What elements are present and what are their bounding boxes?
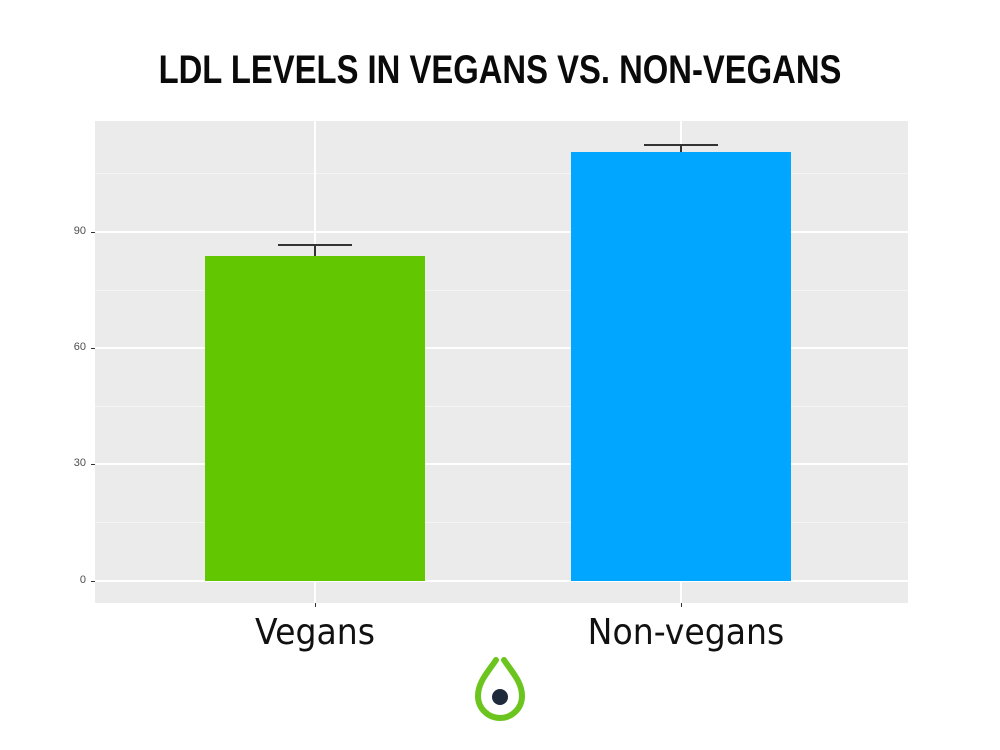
ytick-label-90: 90 (73, 225, 86, 237)
ytick-60 (91, 348, 95, 349)
gridline-75 (95, 290, 908, 291)
plot-panel (95, 121, 908, 603)
error-cap-non-vegans (644, 144, 718, 146)
drop-logo-icon (470, 656, 530, 722)
error-stem-non-vegans (680, 145, 682, 152)
gridline-15 (95, 522, 908, 523)
gridline-45 (95, 406, 908, 407)
ytick-label-60: 60 (73, 341, 86, 353)
xtick-non-vegans (681, 603, 682, 607)
gridline-0 (95, 580, 908, 582)
xlabel-non-vegans: Non-vegans (587, 612, 785, 653)
bar-non-vegans (571, 152, 791, 581)
error-cap-vegans (278, 244, 352, 246)
ytick-label-0: 0 (79, 574, 86, 586)
gridline-30 (95, 463, 908, 465)
gridline-105 (95, 173, 908, 174)
ytick-30 (91, 464, 95, 465)
xlabel-vegans: Vegans (254, 612, 376, 653)
bar-vegans (205, 256, 425, 581)
ytick-0 (91, 581, 95, 582)
chart-title: LDL LEVELS IN VEGANS VS. NON-VEGANS (158, 48, 842, 92)
error-stem-vegans (314, 245, 316, 256)
xtick-vegans (315, 603, 316, 607)
ytick-90 (91, 232, 95, 233)
ytick-label-30: 30 (73, 457, 86, 469)
gridline-60 (95, 347, 908, 349)
gridline-90 (95, 231, 908, 233)
